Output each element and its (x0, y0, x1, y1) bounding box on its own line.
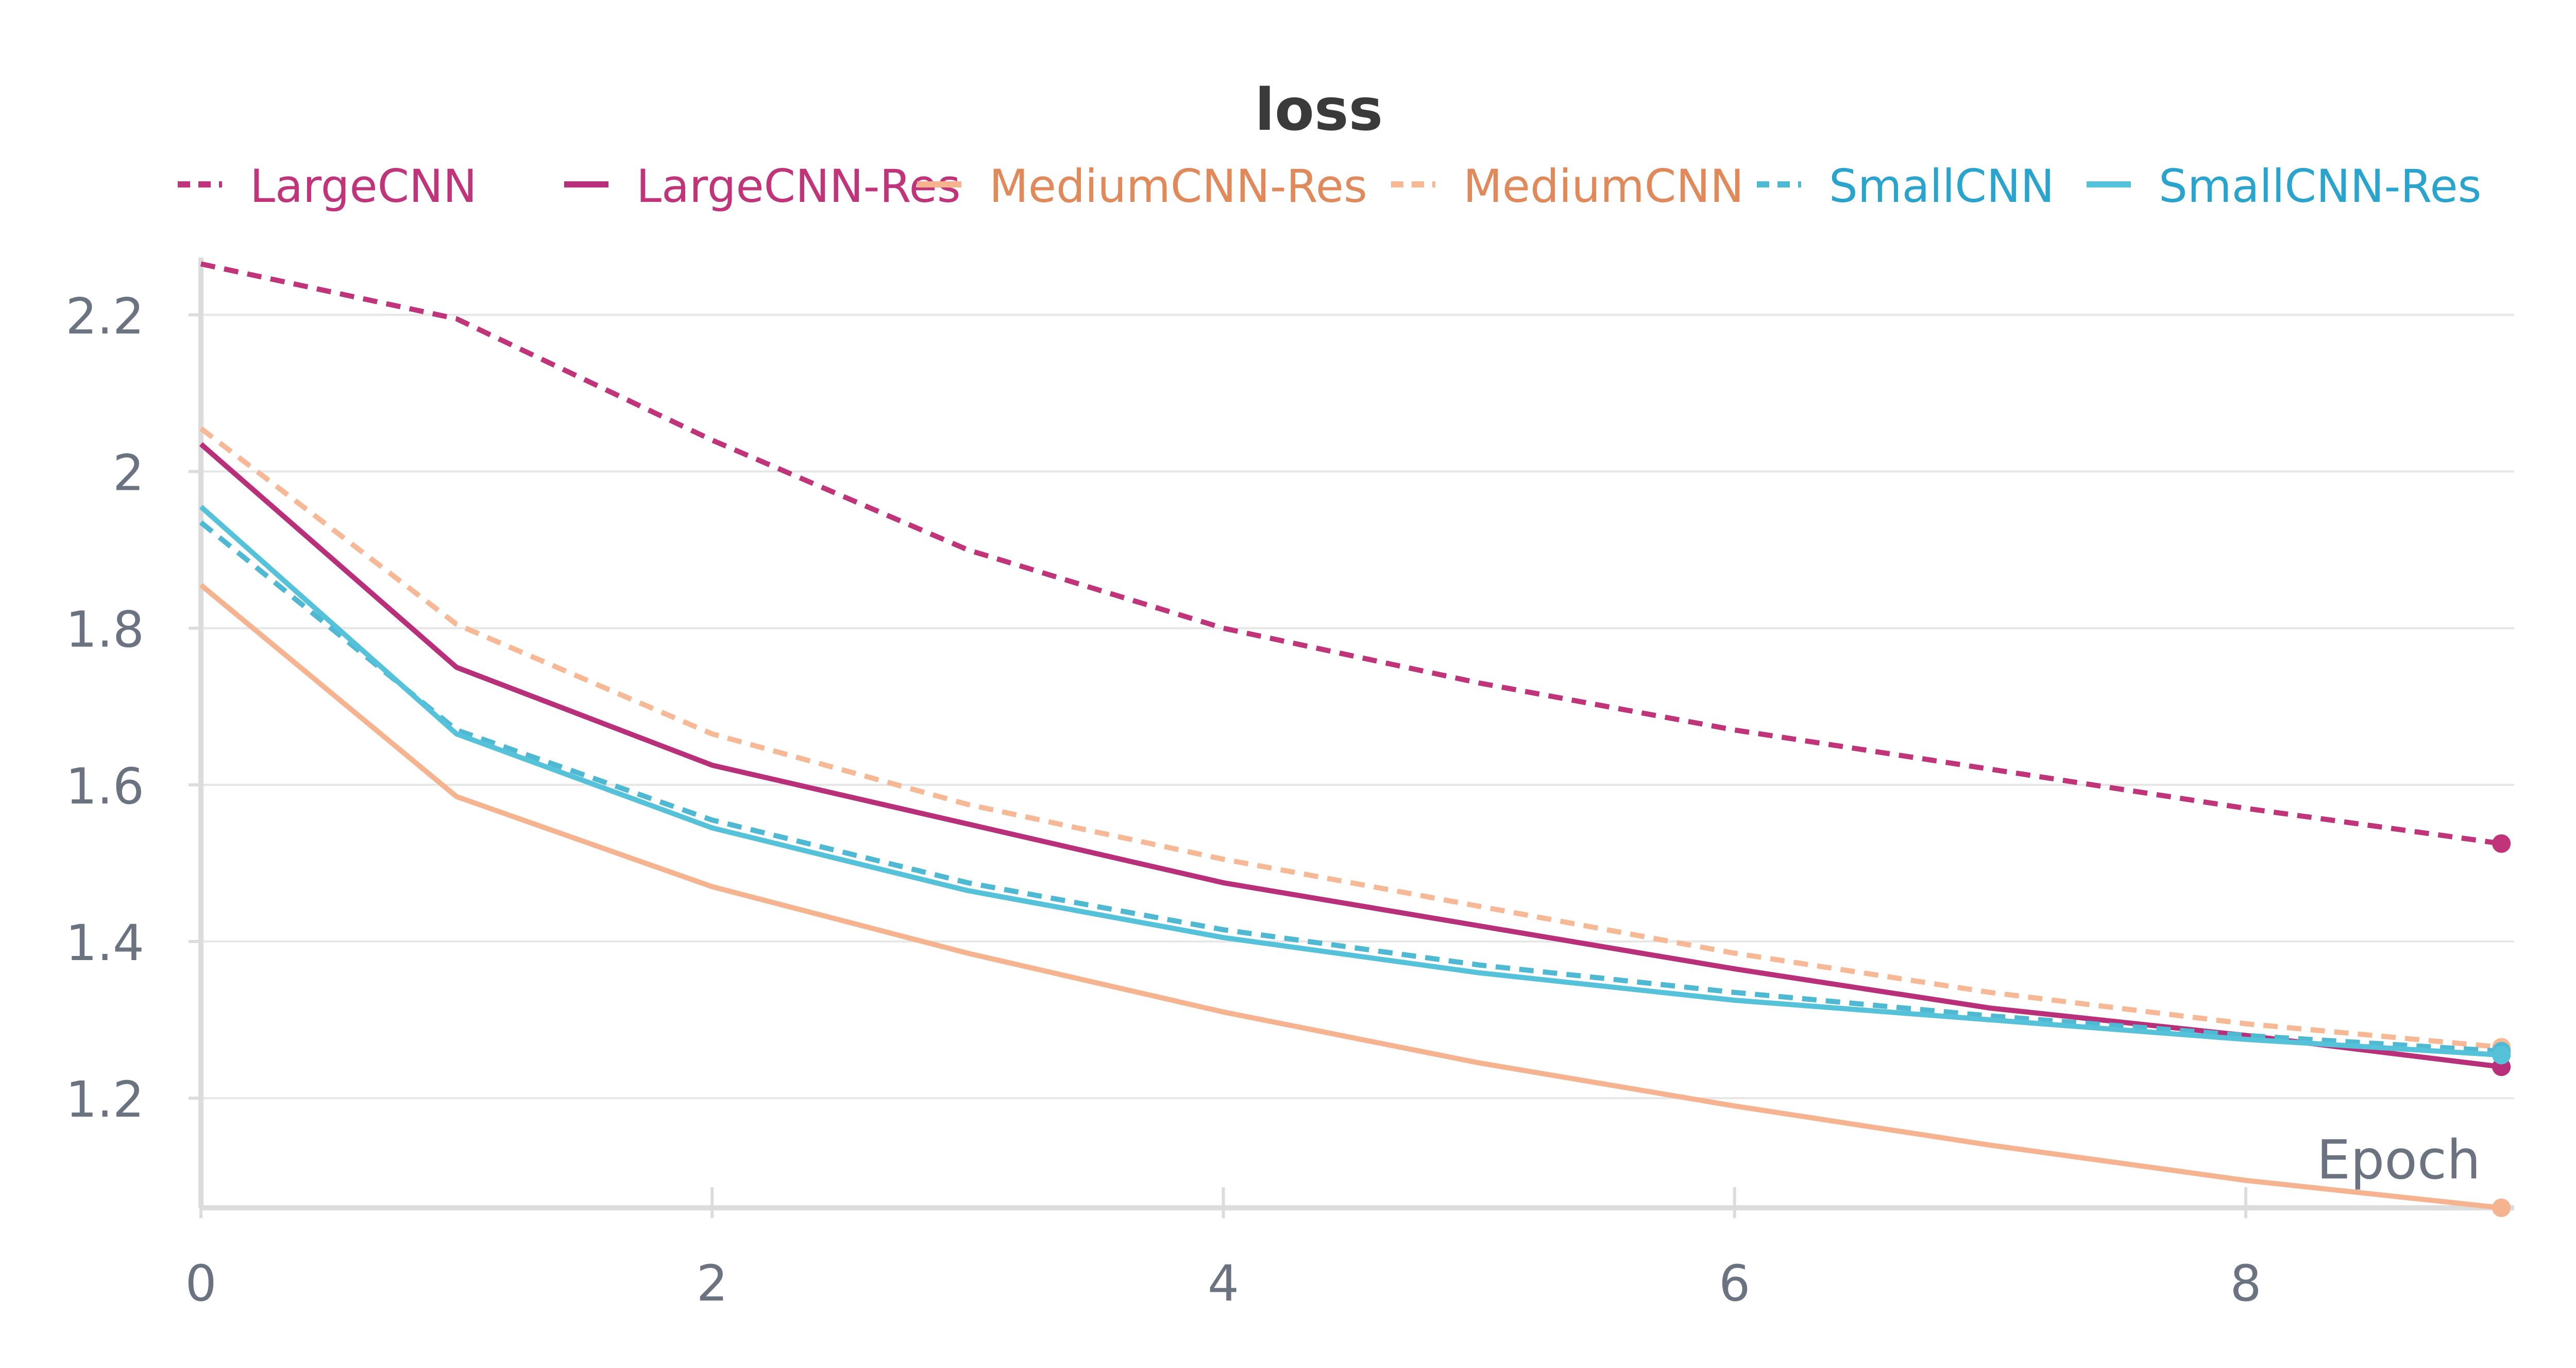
legend-item-mediumcnn[interactable]: MediumCNN (1391, 160, 1744, 213)
legend-label: MediumCNN (1463, 160, 1744, 213)
y-tick-label: 2 (113, 444, 144, 502)
x-tick-label: 6 (1719, 1255, 1750, 1312)
legend-label: SmallCNN-Res (2159, 160, 2481, 213)
series-line-largecnn[interactable] (200, 261, 2502, 846)
y-tick-label: 1.2 (65, 1071, 144, 1128)
y-tick-label: 2.2 (65, 287, 144, 345)
legend-label: MediumCNN-Res (989, 160, 1367, 213)
x-tick-label: 4 (1208, 1255, 1239, 1312)
end-point-largecnn[interactable] (2492, 834, 2511, 853)
series-line-largecnn-res[interactable] (199, 442, 2502, 1070)
x-tick-label: 0 (185, 1255, 216, 1312)
legend-label: LargeCNN-Res (636, 160, 961, 213)
legend[interactable]: LargeCNN LargeCNN-Res MediumCNN-Res MediumC… (178, 160, 2481, 213)
legend-label: SmallCNN (1829, 160, 2055, 213)
end-point-smallcnn-res[interactable] (2492, 1046, 2511, 1065)
y-tick-label: 1.8 (65, 601, 144, 659)
x-tick-label: 8 (2230, 1255, 2262, 1312)
legend-item-smallcnn[interactable]: SmallCNN (1757, 160, 2055, 213)
x-axis-title: Epoch (2317, 1128, 2481, 1191)
y-tick-label: 1.4 (65, 914, 144, 972)
series-line-mediumcnn[interactable] (199, 426, 2502, 1050)
grid-layer (201, 314, 2514, 1100)
legend-item-largecnn[interactable]: LargeCNN (178, 160, 477, 213)
series-line-mediumcnn-res[interactable] (199, 583, 2502, 1210)
series-line-smallcnn-res[interactable] (199, 505, 2502, 1058)
series-line-smallcnn[interactable] (199, 520, 2502, 1054)
legend-item-smallcnn-res[interactable]: SmallCNN-Res (2087, 160, 2481, 213)
y-tick-label: 1.6 (65, 758, 144, 815)
legend-label: LargeCNN (250, 160, 477, 213)
end-markers (2492, 834, 2511, 1217)
end-point-mediumcnn-res[interactable] (2492, 1199, 2511, 1217)
chart-title: loss (1255, 77, 1383, 144)
axis-layer: 1.2 1.4 1.6 1.8 2 2.2 0 2 4 6 8 (65, 258, 2514, 1312)
series-layer (199, 261, 2502, 1210)
legend-item-largecnn-res[interactable]: LargeCNN-Res (564, 160, 961, 213)
x-tick-label: 2 (697, 1255, 728, 1312)
legend-item-mediumcnn-res[interactable]: MediumCNN-Res (917, 160, 1367, 213)
